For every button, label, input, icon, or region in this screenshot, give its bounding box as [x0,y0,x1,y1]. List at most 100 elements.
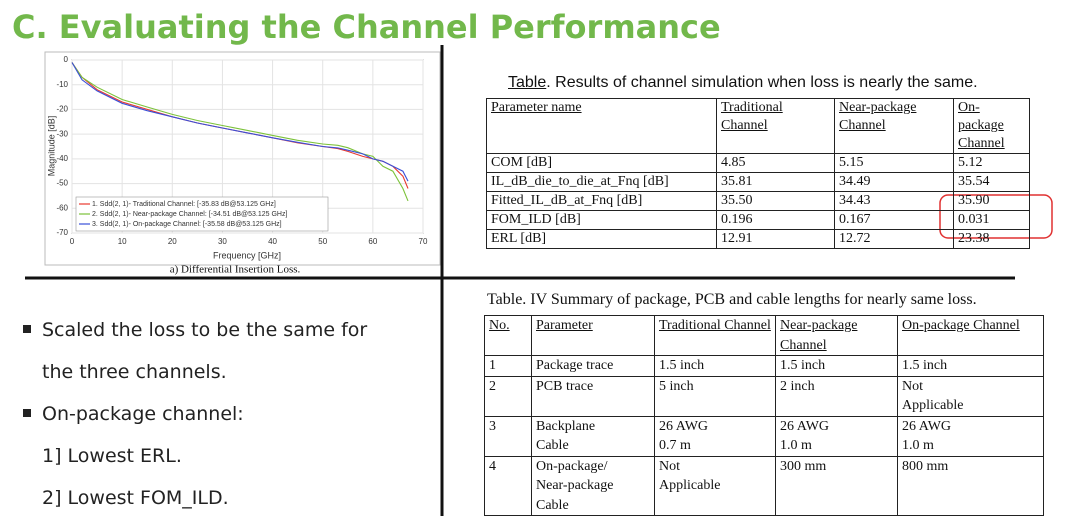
header-cell: Near-package Channel [834,98,954,154]
x-tick-label: 40 [268,237,277,246]
table-cell: 26 AWG 0.7 m [654,415,776,457]
caption-label: Table [508,74,547,91]
summary-table: No. Parameter Traditional Channel Near-pack… [484,315,1044,516]
table-row: IL_dB_die_to_die_at_Fnq [dB] 35.81 34.49 35… [486,172,1030,192]
table-cell: 4 [484,455,532,516]
table-cell: 800 mm [897,455,1044,516]
x-axis-label: Frequency [GHz] [213,250,281,260]
table-row: Fitted_IL_dB_at_Fnq [dB] 35.50 34.43 35.90 [486,191,1030,211]
table-cell: 12.91 [716,229,835,249]
table-cell: 1.5 inch [897,355,1044,377]
series-line [71,62,409,202]
table-header: Parameter name Traditional Channel Near-pa… [486,98,1030,154]
header-cell: No. [484,315,532,356]
table-cell: 5.15 [834,153,954,173]
table-cell: 35.50 [716,191,835,211]
y-tick-label: -10 [56,80,68,89]
table-cell: 34.49 [834,172,954,192]
table-cell: 23.38 [953,229,1030,249]
header-cell: Traditional Channel [654,315,776,356]
header-text: On-package Channel [902,318,1020,333]
table-header: No. Parameter Traditional Channel Near-pack… [484,315,1044,356]
table-caption: Table. Results of channel simulation whe… [508,74,978,92]
table-cell: Not Applicable [654,455,776,516]
header-cell: Parameter name [486,98,717,154]
table-cell: PCB trace [531,375,655,417]
table-body: COM [dB] 4.85 5.15 5.12 IL_dB_die_to_die_at_… [486,153,1030,249]
header-text: Traditional Channel [659,318,771,333]
caption-text: . Results of channel simulation when los… [546,74,978,91]
table-cell: ERL [dB] [486,229,717,249]
table-cell: COM [dB] [486,153,717,173]
table-cell: Package trace [531,355,655,377]
y-tick-label: -30 [56,129,68,138]
chart-caption: a) Differential Insertion Loss. [170,264,301,276]
x-tick-label: 30 [218,237,227,246]
header-text: Near-package Channel [780,318,858,353]
y-axis-label: Magnitude [dB] [46,116,56,177]
table-cell: 5.12 [953,153,1030,173]
header-cell: On-package Channel [897,315,1044,356]
table-cell: 26 AWG 1.0 m [897,415,1044,457]
table-cell: 35.81 [716,172,835,192]
header-row: Parameter name Traditional Channel Near-pa… [486,98,1030,154]
bullet-item: On-package channel: [20,393,400,435]
results-table: Parameter name Traditional Channel Near-pa… [486,98,1030,249]
table-cell: Backplane Cable [531,415,655,457]
table-cell: 12.72 [834,229,954,249]
table-cell: 3 [484,415,532,457]
table-cell: 5 inch [654,375,776,417]
header-text: On-package Channel [958,100,1005,151]
header-text: Traditional Channel [721,100,783,133]
x-tick-label: 0 [70,237,75,246]
table-cell: On-package/ Near-package Cable [531,455,655,516]
bullet-item: Scaled the loss to be the same for the t… [20,309,400,393]
table-row: ERL [dB] 12.91 12.72 23.38 [486,229,1030,249]
header-row: No. Parameter Traditional Channel Near-pack… [484,315,1044,356]
y-tick-label: -40 [56,154,68,163]
x-tick-label: 60 [368,237,377,246]
header-cell: Parameter [531,315,655,356]
x-tick-label: 50 [318,237,327,246]
legend-label: 1. Sdd(2, 1)- Traditional Channel: [-35.… [92,201,276,208]
table-caption: Table. IV Summary of package, PCB and ca… [487,291,977,308]
table-cell: 2 [484,375,532,417]
table-cell: 2 inch [775,375,898,417]
table-cell: 35.54 [953,172,1030,192]
x-tick-label: 10 [118,237,127,246]
table-cell: 0.167 [834,210,954,230]
bullet-list: Scaled the loss to be the same for the t… [20,309,400,519]
header-text: Near-package Channel [839,100,917,133]
table-cell: IL_dB_die_to_die_at_Fnq [dB] [486,172,717,192]
header-text: No. [489,318,510,333]
table-cell: 35.90 [953,191,1030,211]
y-tick-label: -70 [56,228,68,237]
slide-title: C. Evaluating the Channel Performance [12,8,721,46]
table-cell: 26 AWG 1.0 m [775,415,898,457]
table-cell: 4.85 [716,153,835,173]
table-row: 3 Backplane Cable 26 AWG 0.7 m 26 AWG 1.0 m… [484,415,1044,457]
table-row: 4 On-package/ Near-package Cable Not Appli… [484,455,1044,516]
y-tick-label: -50 [56,179,68,188]
header-cell: Near-package Channel [775,315,898,356]
x-tick-label: 20 [168,237,177,246]
table-cell: 1.5 inch [654,355,776,377]
table-row: FOM_ILD [dB] 0.196 0.167 0.031 [486,210,1030,230]
table-row: 2 PCB trace 5 inch 2 inch Not Applicable [484,375,1044,417]
table-cell: 300 mm [775,455,898,516]
table-cell: 0.196 [716,210,835,230]
sub-item: 1] Lowest ERL. [42,445,182,467]
header-text: Parameter name [491,100,582,115]
header-cell: On-package Channel [953,98,1030,154]
table-cell: FOM_ILD [dB] [486,210,717,230]
table-cell: Not Applicable [897,375,1044,417]
y-tick-label: 0 [64,55,69,64]
legend-label: 2. Sdd(2, 1)- Near-package Channel: [-34… [92,211,287,218]
table-cell: Fitted_IL_dB_at_Fnq [dB] [486,191,717,211]
table-cell: 0.031 [953,210,1030,230]
sub-item: 2] Lowest FOM_ILD. [42,487,229,509]
series-line [71,62,409,182]
table-row: COM [dB] 4.85 5.15 5.12 [486,153,1030,173]
